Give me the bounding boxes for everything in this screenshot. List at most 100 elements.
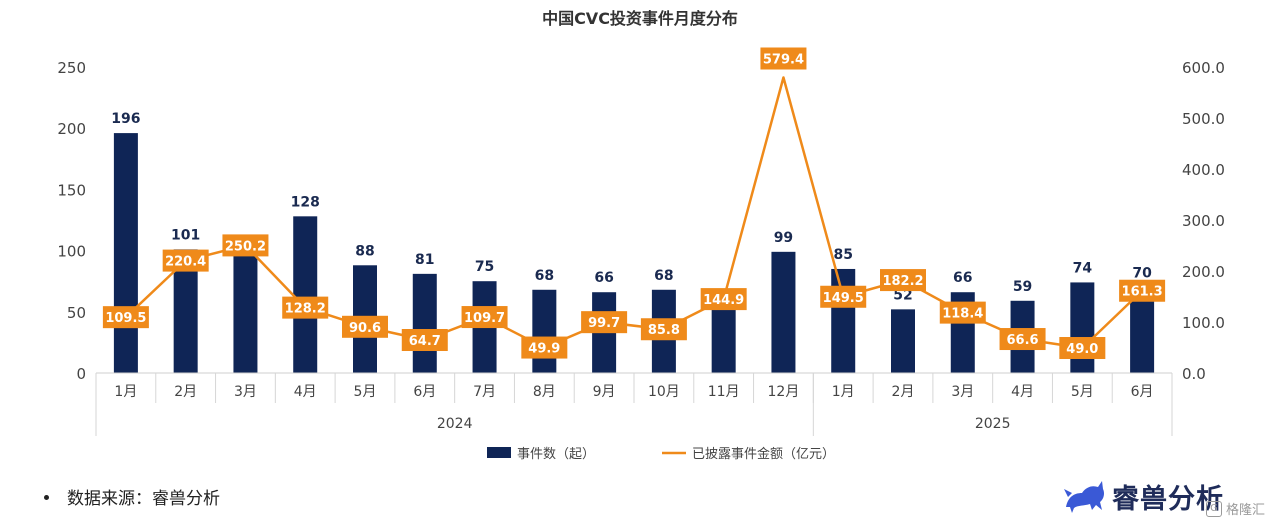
x-tick-label: 1月 <box>114 384 137 400</box>
line-data-label-box <box>1059 337 1106 360</box>
bar-data-label: 70 <box>1132 265 1152 281</box>
line-series <box>125 76 1143 350</box>
y-right-tick-label: 400.0 <box>1182 161 1225 179</box>
brand-logo: 睿兽分析 <box>1062 476 1224 516</box>
x-tick-label: 5月 <box>354 384 377 400</box>
line-data-label: 49.0 <box>1066 342 1098 357</box>
line-data-label: 182.2 <box>882 274 923 289</box>
x-tick-label: 4月 <box>1011 384 1034 400</box>
x-group-label: 2024 <box>437 416 473 432</box>
line-data-label-box <box>700 288 747 311</box>
y-right-tick-label: 300.0 <box>1182 212 1225 230</box>
bar-data-label: 99 <box>774 230 793 246</box>
line-data-label: 49.9 <box>528 342 560 357</box>
line-data-label-box <box>939 301 986 324</box>
bar-data-label: 68 <box>654 268 673 284</box>
line-data-label-box <box>581 311 628 334</box>
line-data-label-box <box>401 329 448 352</box>
line-data-label: 144.9 <box>703 293 744 308</box>
y-left-tick-label: 0 <box>76 365 86 383</box>
bar <box>1070 282 1095 373</box>
legend-line-label: 已披露事件金额（亿元） <box>692 446 835 462</box>
y-left-tick-label: 200 <box>57 120 86 138</box>
bar <box>771 251 796 373</box>
line-data-label: 149.5 <box>823 291 864 306</box>
bar-data-label: 88 <box>355 243 374 259</box>
bar <box>113 133 138 373</box>
chart-title: 中国CVC投资事件月度分布 <box>542 9 738 28</box>
line-data-label: 99.7 <box>588 316 620 331</box>
bar <box>831 268 856 373</box>
bar <box>891 309 915 373</box>
line-data-label: 118.4 <box>942 307 983 322</box>
data-source-text: 数据来源：睿兽分析 <box>67 489 220 509</box>
bar-data-label: 74 <box>1073 260 1093 276</box>
bar <box>293 216 318 373</box>
x-tick-label: 11月 <box>708 384 740 400</box>
x-tick-label: 4月 <box>294 384 317 400</box>
bar <box>532 289 557 373</box>
x-tick-label: 6月 <box>1131 384 1154 400</box>
x-tick-label: 2月 <box>892 384 915 400</box>
bar-data-label: 101 <box>171 227 200 243</box>
x-tick-label: 1月 <box>832 384 855 400</box>
line-data-label: 64.7 <box>409 334 441 349</box>
data-source-note: 数据来源：睿兽分析 <box>44 484 220 509</box>
x-tick-label: 3月 <box>951 384 974 400</box>
line-data-label: 128.2 <box>285 302 326 317</box>
line-data-label: 220.4 <box>165 255 206 270</box>
line-data-label: 161.3 <box>1122 285 1163 300</box>
watermark-text: 格隆汇 <box>1226 503 1266 518</box>
bar-data-label: 66 <box>594 270 613 286</box>
y-left-tick-label: 150 <box>57 181 86 199</box>
bullet-icon <box>44 494 49 500</box>
bar-data-label: 75 <box>475 259 494 275</box>
watermark: G 格隆汇 <box>1206 499 1265 518</box>
x-tick-label: 9月 <box>593 384 616 400</box>
g-logo-icon: G <box>1206 500 1222 517</box>
y-right-tick-label: 600.0 <box>1182 59 1225 77</box>
y-right-tick-label: 200.0 <box>1182 263 1225 281</box>
bar-data-label: 128 <box>291 194 320 210</box>
line-data-label-box <box>342 315 388 338</box>
line-data-label: 579.4 <box>763 53 804 68</box>
line-data-label-box <box>760 47 807 70</box>
x-tick-label: 5月 <box>1071 384 1094 400</box>
line-data-label-box <box>640 318 687 341</box>
line-data-label-box <box>521 336 568 359</box>
x-tick-label: 3月 <box>234 384 257 400</box>
line-data-label: 66.6 <box>1007 333 1039 348</box>
line-data-label-box <box>102 306 149 329</box>
y-right-tick-label: 0.0 <box>1182 365 1206 383</box>
y-left-tick-label: 50 <box>67 304 86 322</box>
bar-data-label: 85 <box>833 247 852 263</box>
line-data-label: 109.7 <box>464 311 505 326</box>
line-data-label-box <box>162 249 209 272</box>
line-data-label-box <box>820 285 867 308</box>
line-data-label-box <box>461 306 508 329</box>
line-data-label-box <box>1119 279 1166 302</box>
y-left-tick-label: 250 <box>57 59 86 77</box>
legend-bar-label: 事件数（起） <box>517 447 595 462</box>
x-tick-label: 6月 <box>413 384 436 400</box>
line-data-label-box <box>222 234 269 257</box>
bar <box>412 273 437 373</box>
dragon-logo-icon <box>1064 481 1104 513</box>
bar-data-label: 68 <box>535 268 554 284</box>
y-left-tick-label: 100 <box>57 243 86 261</box>
line-data-label: 90.6 <box>349 321 381 336</box>
y-right-tick-label: 100.0 <box>1182 314 1225 332</box>
y-right-tick-label: 500.0 <box>1182 110 1225 128</box>
bar-data-label: 59 <box>1013 279 1032 295</box>
x-tick-label: 2月 <box>174 384 197 400</box>
bar-data-label: 81 <box>415 252 434 268</box>
bar-data-label: 66 <box>953 270 972 286</box>
line-data-label-box <box>880 269 926 292</box>
line-data-label: 109.5 <box>105 311 146 326</box>
brand-name: 睿兽分析 <box>1112 483 1224 515</box>
x-tick-label: 12月 <box>768 384 800 400</box>
bar-data-label: 52 <box>893 287 912 303</box>
x-tick-label: 7月 <box>473 384 496 400</box>
legend-bar-swatch <box>487 447 511 458</box>
chart: 中国CVC投资事件月度分布 0 50 100 150 200 250 0.0 100.0 200.… <box>57 9 1225 462</box>
